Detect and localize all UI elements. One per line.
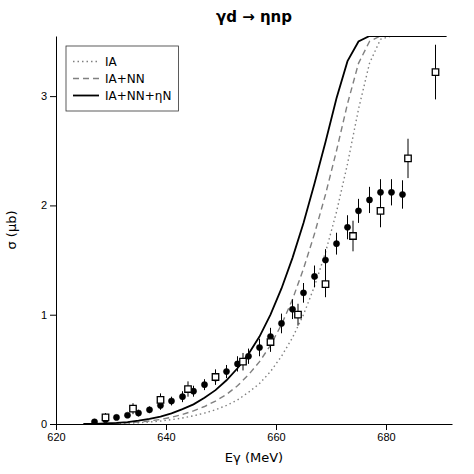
data-point xyxy=(405,155,411,161)
legend-swatch xyxy=(73,61,99,62)
series-line xyxy=(84,36,447,424)
data-point xyxy=(366,197,372,203)
x-axis-title: Eγ (MeV) xyxy=(225,450,283,465)
y-tick-mark xyxy=(50,315,56,316)
x-tick: 680 xyxy=(377,424,395,443)
x-tick-label: 640 xyxy=(157,431,175,443)
data-point xyxy=(300,290,306,296)
data-point xyxy=(267,339,273,345)
data-point xyxy=(355,208,361,214)
data-point xyxy=(157,397,163,403)
x-axis: 620 640 660 680 xyxy=(47,424,452,443)
legend: IA IA+NN IA+NN+ηN xyxy=(66,46,178,111)
x-tick-mark xyxy=(386,424,387,430)
plot-area: 620 640 660 680 0 1 2 3 IA IA+NN IA+NN+ηN xyxy=(41,36,453,443)
y-axis-title: σ (μb) xyxy=(4,210,19,249)
x-tick-label: 680 xyxy=(377,431,395,443)
data-point xyxy=(333,241,339,247)
data-point xyxy=(399,191,405,197)
x-tick: 660 xyxy=(267,424,285,443)
data-point xyxy=(168,398,174,404)
y-tick: 1 xyxy=(41,309,56,321)
y-tick: 2 xyxy=(41,199,56,211)
y-tick-label: 3 xyxy=(41,90,47,102)
y-tick-mark xyxy=(50,96,56,97)
y-tick-label: 1 xyxy=(41,309,47,321)
legend-swatch xyxy=(73,95,99,97)
data-point xyxy=(185,386,191,392)
data-point xyxy=(432,69,438,75)
data-point xyxy=(311,273,317,279)
x-tick-mark xyxy=(166,424,167,430)
data-point xyxy=(146,407,152,413)
data-point xyxy=(91,419,97,424)
title: γd → ηnp xyxy=(216,8,292,26)
y-tick: 0 xyxy=(41,418,56,430)
data-point xyxy=(113,414,119,420)
scatter-series xyxy=(102,45,438,422)
data-point xyxy=(350,233,356,239)
series-line xyxy=(84,36,447,424)
y-tick-mark xyxy=(50,205,56,206)
data-point xyxy=(130,405,136,411)
data-point xyxy=(124,412,130,418)
y-tick-mark xyxy=(50,424,56,425)
data-point xyxy=(295,311,301,317)
chart: 620 640 660 680 0 1 2 3 IA IA+NN IA+NN+ηN Eγ (MeV) σ… xyxy=(0,0,474,474)
data-point xyxy=(201,382,207,388)
y-axis: 0 1 2 3 xyxy=(41,37,57,431)
data-point xyxy=(256,344,262,350)
data-point xyxy=(179,394,185,400)
data-point xyxy=(388,189,394,195)
series-line xyxy=(84,36,447,424)
data-point xyxy=(377,208,383,214)
data-point xyxy=(322,281,328,287)
x-tick: 640 xyxy=(157,424,175,443)
y-tick-label: 0 xyxy=(41,418,47,430)
legend-label: IA+NN+ηN xyxy=(105,89,171,103)
x-tick-label: 620 xyxy=(47,431,65,443)
y-tick: 3 xyxy=(41,90,56,102)
y-axis-line xyxy=(56,37,57,425)
x-axis-line xyxy=(57,424,453,425)
x-tick-mark xyxy=(56,424,57,430)
scatter-series xyxy=(91,179,405,424)
x-tick: 620 xyxy=(47,424,65,443)
x-tick-label: 660 xyxy=(267,431,285,443)
data-point xyxy=(344,224,350,230)
data-point xyxy=(278,320,284,326)
x-tick-mark xyxy=(276,424,277,430)
data-point xyxy=(322,257,328,263)
data-point xyxy=(212,374,218,380)
data-point xyxy=(240,358,246,364)
marks xyxy=(84,36,447,424)
y-tick-label: 2 xyxy=(41,199,47,211)
data-point xyxy=(102,414,108,420)
legend-box xyxy=(66,46,178,111)
data-point xyxy=(223,368,229,374)
legend-swatch xyxy=(73,78,99,79)
legend-label: IA xyxy=(105,55,118,69)
data-point xyxy=(377,189,383,195)
legend-label: IA+NN xyxy=(105,72,145,86)
